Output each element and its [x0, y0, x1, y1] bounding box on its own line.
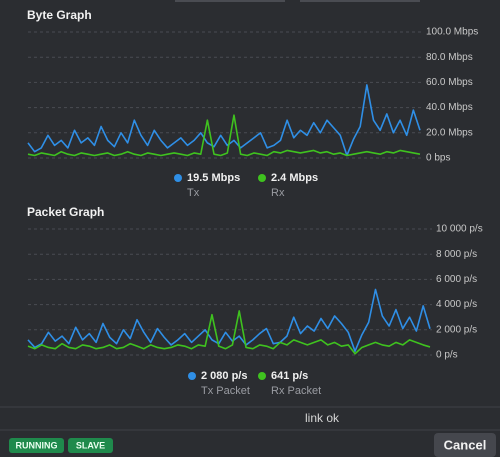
y-tick-label: 2 000 p/s — [436, 324, 477, 335]
legend-name: Tx Packet — [201, 385, 250, 397]
series-line — [27, 114, 421, 157]
legend-swatch — [258, 372, 266, 380]
top-tab-edge — [175, 0, 285, 2]
series-line — [27, 288, 431, 353]
series-line — [27, 84, 421, 157]
legend-swatch — [174, 174, 182, 182]
legend-swatch — [188, 372, 196, 380]
y-tick-label: 0 p/s — [436, 350, 458, 361]
legend-value: 641 p/s — [271, 370, 308, 382]
y-tick-label: 6 000 p/s — [436, 274, 477, 285]
top-tab-edge — [300, 0, 420, 2]
legend-name: Tx — [187, 187, 200, 199]
cancel-label[interactable]: Cancel — [444, 437, 487, 452]
badge — [9, 438, 64, 453]
badge-text: SLAVE — [76, 440, 105, 450]
y-tick-label: 4 000 p/s — [436, 299, 477, 310]
y-tick-label: 100.0 Mbps — [426, 27, 478, 38]
cancel-button[interactable] — [434, 433, 496, 457]
legend-swatch — [258, 174, 266, 182]
y-tick-label: 60.0 Mbps — [426, 77, 473, 88]
chart-title: Packet Graph — [27, 205, 104, 219]
y-tick-label: 80.0 Mbps — [426, 52, 473, 63]
legend-value: 2 080 p/s — [201, 370, 247, 382]
badge — [68, 438, 113, 453]
legend-value: 19.5 Mbps — [187, 172, 240, 184]
legend-name: Rx — [271, 187, 285, 199]
legend-value: 2.4 Mbps — [271, 172, 318, 184]
y-tick-label: 10 000 p/s — [436, 224, 483, 235]
badge-text: RUNNING — [16, 440, 58, 450]
chart-title: Byte Graph — [27, 8, 92, 22]
series-line — [27, 310, 431, 355]
y-tick-label: 0 bps — [426, 153, 450, 164]
legend-name: Rx Packet — [271, 385, 321, 397]
y-tick-label: 8 000 p/s — [436, 249, 477, 260]
y-tick-label: 40.0 Mbps — [426, 102, 473, 113]
y-tick-label: 20.0 Mbps — [426, 127, 473, 138]
link-status: link ok — [305, 411, 340, 425]
